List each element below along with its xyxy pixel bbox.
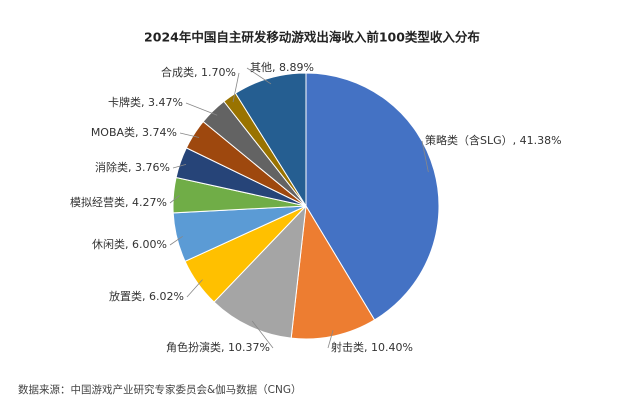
value-label: 6.02% xyxy=(149,290,184,303)
leader-line xyxy=(185,102,218,116)
leader-line xyxy=(172,163,187,169)
value-label: 6.00% xyxy=(132,238,167,251)
data-label: 射击类, 10.40% xyxy=(331,340,413,354)
data-label: 模拟经营类, 4.27% xyxy=(70,195,167,209)
leader-line xyxy=(327,329,334,349)
value-label: 3.76% xyxy=(135,161,170,174)
category-label: 休闲类 xyxy=(92,237,125,251)
category-label: MOBA类 xyxy=(91,125,135,139)
pie-slice xyxy=(234,72,307,208)
value-label: 41.38% xyxy=(520,134,562,147)
leader-line xyxy=(251,320,274,349)
data-label: 卡牌类, 3.47% xyxy=(108,95,183,109)
chart-title: 2024年中国自主研发移动游戏出海收入前100类型收入分布 xyxy=(144,30,480,45)
category-label: 放置类 xyxy=(109,289,142,303)
data-label: 休闲类, 6.00% xyxy=(92,237,167,251)
data-label: 合成类, 1.70% xyxy=(161,65,236,79)
pie-slice xyxy=(213,204,307,339)
leader-line xyxy=(179,132,200,138)
separator: , xyxy=(272,61,279,74)
separator: , xyxy=(221,341,228,354)
value-label: 8.89% xyxy=(279,61,314,74)
data-label: 角色扮演类, 10.37% xyxy=(166,340,270,354)
leader-line xyxy=(421,140,429,173)
separator: , xyxy=(135,126,142,139)
separator: , xyxy=(125,196,132,209)
category-label: 其他 xyxy=(250,61,272,74)
leader-line xyxy=(186,279,203,298)
category-label: 射击类 xyxy=(331,340,364,354)
leader-line xyxy=(246,67,272,85)
value-label: 10.40% xyxy=(371,341,413,354)
source: 数据来源：中国游戏产业研究专家委员会&伽马数据（CNG） xyxy=(18,383,302,396)
leader-line xyxy=(169,195,180,204)
leader-line xyxy=(169,235,183,246)
data-label: 消除类, 3.76% xyxy=(95,160,170,174)
value-label: 4.27% xyxy=(132,196,167,209)
pie-slice xyxy=(290,204,376,340)
data-label: 其他, 8.89% xyxy=(250,61,314,74)
data-label: 放置类, 6.02% xyxy=(109,289,184,303)
separator: , xyxy=(194,66,201,79)
category-label: 卡牌类 xyxy=(108,95,141,109)
pie-slice xyxy=(305,72,440,321)
category-label: 角色扮演类 xyxy=(166,340,221,354)
pie: 策略类（含SLG）, 41.38% 射击类, 10.40% 角色扮演类, 10.37… xyxy=(70,61,562,354)
value-label: 3.74% xyxy=(142,126,177,139)
separator: , xyxy=(125,238,132,251)
value-label: 1.70% xyxy=(201,66,236,79)
separator: , xyxy=(141,96,148,109)
value-label: 10.37% xyxy=(228,341,270,354)
separator: , xyxy=(128,161,135,174)
data-label: MOBA类, 3.74% xyxy=(91,125,177,139)
data-label: 策略类（含SLG）, 41.38% xyxy=(425,133,562,147)
separator: , xyxy=(364,341,371,354)
category-label: 消除类 xyxy=(95,160,128,174)
category-label: 模拟经营类 xyxy=(70,195,125,209)
leader-line xyxy=(232,72,240,103)
value-label: 3.47% xyxy=(148,96,183,109)
category-label: 合成类 xyxy=(161,65,194,79)
category-label: 策略类（含SLG） xyxy=(425,133,513,147)
separator: , xyxy=(513,134,520,147)
separator: , xyxy=(142,290,149,303)
